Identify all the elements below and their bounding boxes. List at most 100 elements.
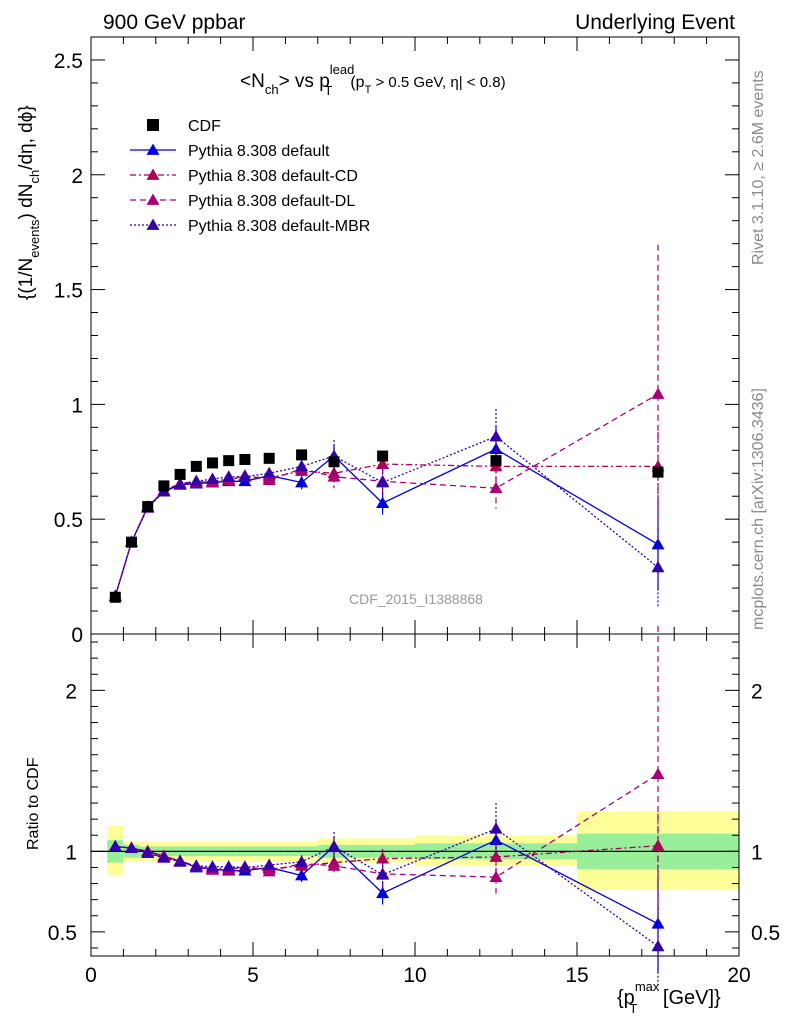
- main-point-default: [376, 496, 390, 508]
- main-y-tick-label: 0.5: [54, 509, 83, 532]
- main-point-dl: [262, 473, 276, 486]
- legend-label-cdf: CDF: [188, 118, 221, 135]
- ratio-point-mbr: [222, 860, 236, 872]
- main-series-dl: [108, 244, 665, 601]
- ratio-y-tick-labels: 0.5 0.5 1 1 2 2: [48, 680, 780, 945]
- xlabel-a: {p: [617, 987, 635, 1009]
- main-point-mbr: [262, 466, 276, 479]
- analysis-watermark: CDF_2015_I1388868: [349, 591, 483, 607]
- main-y-tick-label: 1.5: [54, 280, 83, 303]
- main-point-mbr: [295, 459, 309, 472]
- header-left: 900 GeV ppbar: [103, 11, 245, 34]
- ratio-point-mbr: [125, 841, 138, 854]
- legend-item-cd: Pythia 8.308 default-CD: [130, 168, 358, 185]
- ratio-point-mbr: [651, 939, 665, 952]
- main-point-mbr: [376, 475, 390, 488]
- main-cdf-point: [377, 450, 389, 462]
- main-point-dl: [489, 481, 503, 494]
- main-point-mbr: [489, 430, 503, 442]
- x-tick-label: 0: [85, 964, 97, 987]
- legend-item-cdf: CDF: [147, 118, 221, 135]
- title-cut2: > 0.5 GeV, η| < 0.8): [371, 74, 505, 91]
- main-cdf-point: [223, 455, 235, 467]
- ratio-point-cd: [651, 839, 665, 851]
- rivet-version-label: Rivet 3.1.10, ≥ 2.6M events: [750, 70, 767, 265]
- ylabel-e: /dη, dϕ}: [16, 105, 37, 170]
- main-point-default: [295, 475, 309, 488]
- main-cdf-point: [328, 456, 340, 468]
- main-title: <Nch> vs plead T (pT > 0.5 GeV, η| < 0.8): [240, 62, 506, 98]
- x-tick-labels: 0 5 10 15 20: [85, 964, 751, 987]
- ratio-point-cd: [489, 850, 503, 862]
- ratio-point-mbr: [173, 855, 187, 867]
- ratio-point-mbr: [376, 868, 390, 880]
- legend-marker-cd: [146, 168, 160, 180]
- x-tick-label: 15: [565, 964, 588, 987]
- ratio-y-tick-label: 2: [65, 680, 77, 703]
- title-ch: ch: [265, 82, 279, 97]
- ratio-point-dl: [327, 859, 341, 871]
- x-tick-label: 20: [727, 964, 750, 987]
- ratio-series-mbr: [108, 803, 665, 985]
- main-series-cdf: [109, 449, 664, 603]
- ylabel-d: ch: [27, 170, 42, 184]
- main-y-tick-labels: 0 0.5 1 1.5 2 2.5: [54, 50, 83, 647]
- ratio-point-default: [376, 886, 390, 899]
- ratio-point-mbr: [295, 855, 309, 867]
- title-T: T: [324, 83, 332, 98]
- title-cut1: (p: [350, 74, 364, 91]
- main-ticks: [90, 36, 740, 635]
- main-point-mbr: [189, 474, 203, 487]
- title-vs: > vs p: [279, 71, 330, 92]
- ratio-panel: 0.5 0.51 12 2 Ratio to CDF 0 5 10 15 20 {pmax T …: [25, 625, 780, 1016]
- main-y-tick-label: 2.5: [54, 50, 83, 73]
- ratio-point-mbr: [108, 840, 122, 852]
- xlabel-sup: max: [635, 979, 660, 994]
- ratio-point-default: [295, 869, 309, 881]
- xlabel-b: [GeV]}: [657, 987, 721, 1009]
- mcplots-label: mcplots.cern.ch [arXiv:1306.3436]: [750, 388, 767, 630]
- main-point-cd: [376, 457, 390, 469]
- legend-marker-default: [146, 143, 160, 155]
- ratio-frame: [90, 633, 740, 957]
- legend-marker-mbr: [146, 218, 160, 230]
- main-point-mbr: [206, 472, 219, 484]
- main-cdf-point: [190, 460, 202, 472]
- main-cdf-point: [174, 468, 186, 480]
- ratio-y-tick-label-right: 1: [751, 841, 763, 864]
- main-cdf-point: [158, 480, 170, 492]
- main-point-default: [651, 537, 665, 550]
- ratio-point-mbr: [262, 858, 276, 870]
- main-y-tick-label: 1: [71, 394, 83, 417]
- ylabel-b: events: [27, 219, 42, 258]
- ratio-point-mbr: [238, 860, 252, 873]
- legend-item-dl: Pythia 8.308 default-DL: [130, 193, 355, 210]
- main-line-dl: [114, 393, 659, 597]
- header-right: Underlying Event: [575, 11, 735, 34]
- main-cdf-point: [239, 453, 251, 465]
- ylabel-a: {(1/N: [16, 258, 37, 300]
- ratio-point-dl: [489, 870, 503, 882]
- ratio-point-mbr: [189, 859, 203, 871]
- main-cdf-point: [490, 455, 502, 467]
- legend-item-default: Pythia 8.308 default: [130, 143, 330, 160]
- ratio-point-default: [651, 917, 665, 929]
- legend-marker-cdf: [147, 119, 159, 131]
- title-cut1-T: T: [365, 84, 372, 96]
- main-cdf-point: [296, 449, 308, 461]
- main-point-dl: [327, 470, 341, 482]
- main-cdf-point: [207, 457, 218, 469]
- ratio-point-dl: [651, 767, 665, 779]
- main-y-tick-label: 2: [71, 165, 83, 188]
- legend: CDF Pythia 8.308 default Pythia 8.308 defa…: [130, 118, 370, 235]
- ratio-y-tick-label-right: 2: [751, 680, 763, 703]
- ratio-point-mbr: [141, 846, 155, 858]
- ratio-point-dl: [262, 864, 276, 877]
- main-y-axis-label: {(1/Nevents) dNch/dη, dϕ}: [16, 105, 42, 300]
- ratio-y-tick-label: 1: [65, 841, 77, 864]
- xlabel-sub: T: [629, 1001, 637, 1016]
- x-tick-label: 5: [247, 964, 259, 987]
- title-lead: lead: [330, 62, 355, 77]
- main-cdf-point: [109, 591, 121, 603]
